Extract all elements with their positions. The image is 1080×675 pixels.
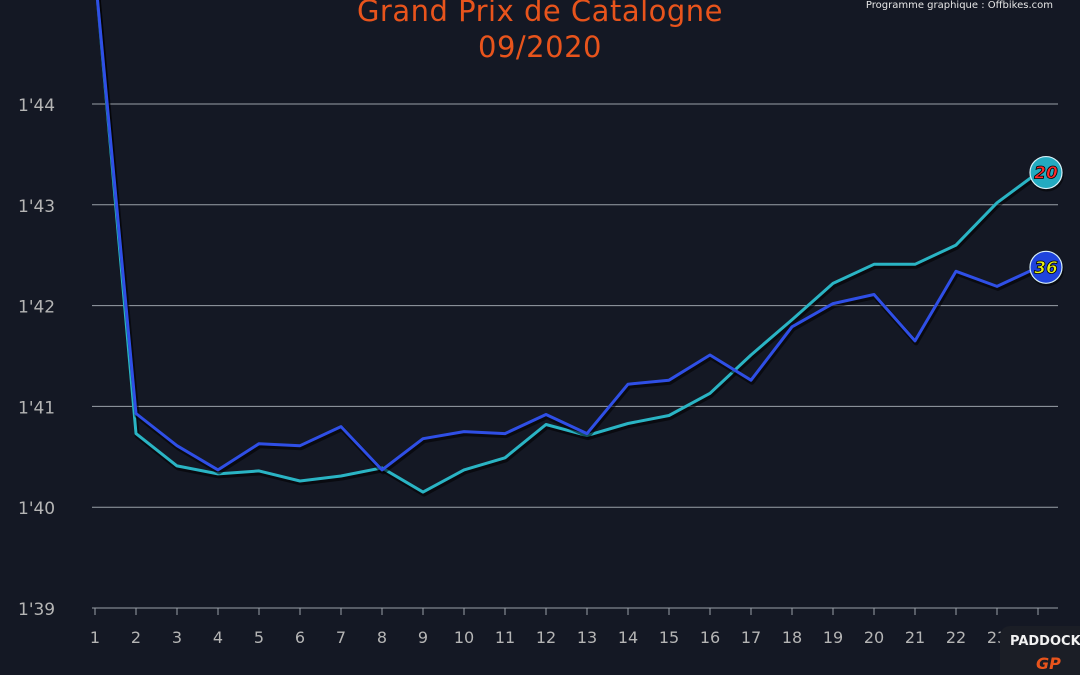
y-axis-ticks: 1'39 1'40 1'41 1'42 1'43 1'44 xyxy=(18,96,55,620)
badge-circle-20 xyxy=(1029,155,1063,190)
series-shadow xyxy=(95,0,1041,475)
x-tick-label: 14 xyxy=(618,628,638,647)
paddock-gp-logo xyxy=(1000,626,1080,675)
x-tick-label: 20 xyxy=(864,628,884,647)
x-tick-label: 22 xyxy=(946,628,966,647)
y-tick-label: 1'43 xyxy=(18,197,55,217)
x-tick-label: 15 xyxy=(659,628,679,647)
series-line-20 xyxy=(95,0,1039,494)
x-tick-label: 4 xyxy=(213,628,223,647)
logo-text: PADDOCK xyxy=(1010,634,1080,649)
x-tick-label: 5 xyxy=(254,628,264,647)
grid-lines xyxy=(92,103,1058,609)
y-tick-label: 1'39 xyxy=(18,600,55,620)
badge-circle-36 xyxy=(1029,250,1063,284)
badge-label-36: 36 xyxy=(1034,258,1058,278)
chart-subtitle: 09/2020 xyxy=(478,30,602,64)
x-tick-label: 2 xyxy=(131,628,141,647)
y-tick-label: 1'42 xyxy=(18,298,55,318)
y-tick-label: 1'44 xyxy=(18,96,55,116)
x-tick-label: 9 xyxy=(418,628,428,647)
x-tick-label: 12 xyxy=(536,628,556,647)
credit-text: Programme graphique : Offbikes.com xyxy=(865,0,1053,11)
x-tick-label: 13 xyxy=(577,628,597,647)
x-tick-label: 10 xyxy=(454,628,474,647)
x-tick-label: 3 xyxy=(172,628,182,647)
series-line-36 xyxy=(96,0,1039,472)
x-tick-label: 11 xyxy=(495,628,515,647)
x-tick-label: 8 xyxy=(377,628,387,647)
series-shadow xyxy=(95,0,1041,497)
x-tick-label: 21 xyxy=(905,628,925,647)
x-tick-label: 18 xyxy=(782,628,802,647)
badge-label-20: 20 xyxy=(1034,164,1058,184)
chart-title: Grand Prix de Catalogne xyxy=(356,0,724,28)
y-tick-label: 1'41 xyxy=(18,398,55,418)
logo-subtext: GP xyxy=(1036,654,1061,673)
x-tick-label: 6 xyxy=(295,628,305,647)
x-tick-label: 1 xyxy=(90,628,100,647)
x-tick-label: 17 xyxy=(741,628,761,647)
x-tick-label: 16 xyxy=(700,628,720,647)
series-lines xyxy=(95,0,1041,497)
x-tick-label: 19 xyxy=(823,628,843,647)
x-tick-label: 7 xyxy=(336,628,346,647)
x-axis: 1 2 3 4 5 6 7 8 9 10 11 12 13 14 15 16 17 18 19 20 21 22 23 xyxy=(90,608,1039,647)
y-tick-label: 1'40 xyxy=(18,499,55,519)
